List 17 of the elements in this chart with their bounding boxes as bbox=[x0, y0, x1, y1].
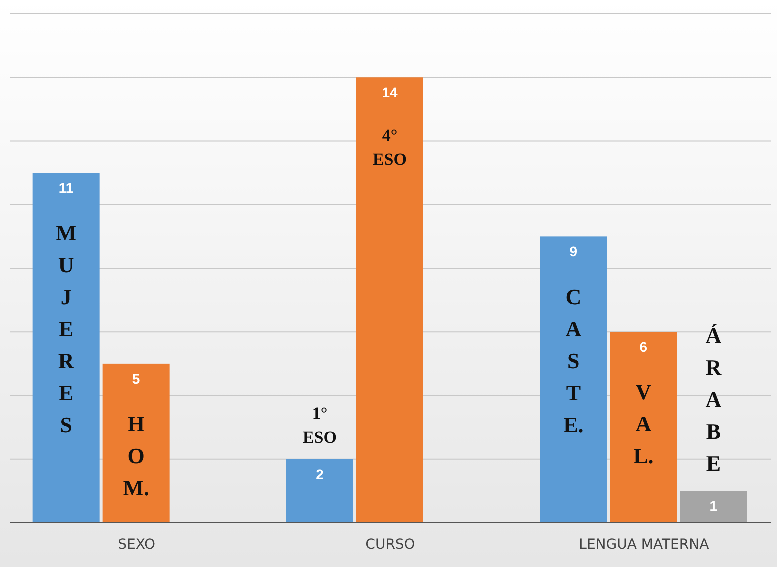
annotation: 1° ESO bbox=[302, 404, 338, 447]
data-label: 2 bbox=[316, 466, 324, 482]
annotation: ÁRABE bbox=[706, 322, 723, 476]
annotation: VAL. bbox=[634, 380, 654, 469]
data-label: 9 bbox=[570, 244, 578, 260]
data-label: 14 bbox=[382, 84, 398, 101]
annotation: 4° ESO bbox=[372, 126, 408, 170]
x-tick-label: CURSO bbox=[366, 536, 416, 553]
annotation: CASTE. bbox=[564, 284, 584, 438]
data-label: 5 bbox=[132, 370, 140, 387]
data-label: 6 bbox=[640, 339, 648, 356]
x-tick-label: LENGUA MATERNA bbox=[579, 536, 710, 553]
data-label: 1 bbox=[710, 498, 718, 514]
annotation: MUJERES bbox=[56, 220, 77, 438]
annotation: HOM. bbox=[123, 412, 150, 501]
data-label: 11 bbox=[58, 180, 74, 196]
x-tick-label: SEXO bbox=[118, 536, 156, 553]
